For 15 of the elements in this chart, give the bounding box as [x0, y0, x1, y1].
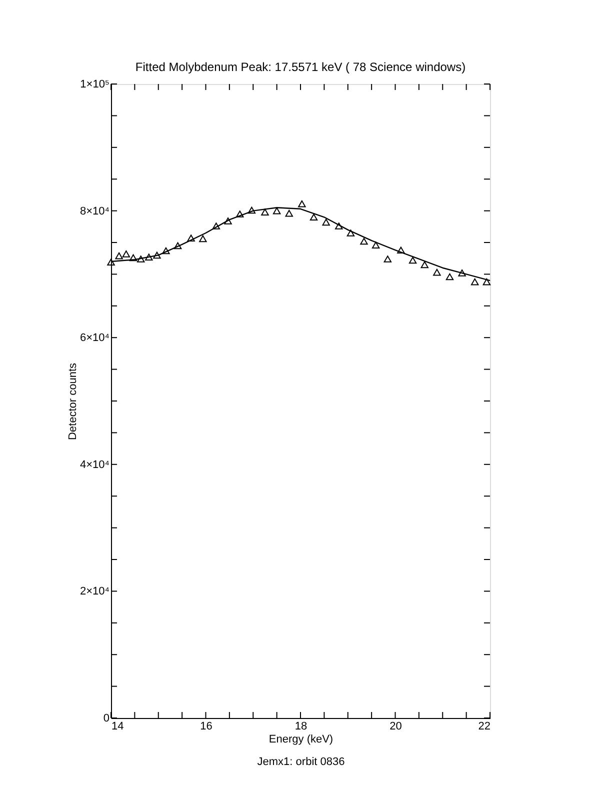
y-tick-label: 4×10⁴	[80, 458, 110, 471]
y-tick-label: 8×10⁴	[80, 205, 110, 218]
x-tick-label: 20	[390, 720, 402, 732]
x-tick-label: 16	[200, 720, 212, 732]
y-tick-label: 2×10⁴	[80, 586, 110, 598]
x-tick-label: 14	[112, 720, 124, 732]
y-tick-label: 1×10⁵	[80, 78, 110, 90]
y-axis-title: Detector counts	[66, 362, 79, 440]
y-tick-label: 0	[103, 712, 110, 724]
y-tick-label: 6×10⁴	[80, 332, 110, 344]
x-axis-title: Energy (keV)	[268, 734, 334, 746]
x-tick-label: 18	[294, 720, 308, 732]
text: Jemx1: orbit 0836	[257, 756, 345, 768]
x-tick-label: 22	[478, 720, 490, 732]
chart-title: Fitted Molybdenum Peak: 17.5571 keV ( 78 Science windows)	[135, 60, 466, 74]
